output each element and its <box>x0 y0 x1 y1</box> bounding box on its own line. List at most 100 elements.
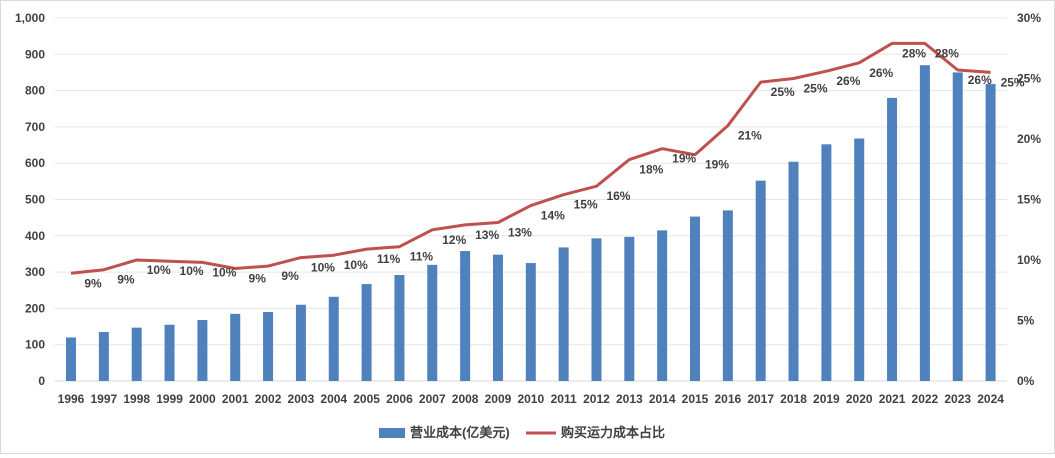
data-label: 26% <box>869 66 893 80</box>
data-label: 14% <box>541 209 565 223</box>
y-left-tick-label: 500 <box>25 193 45 207</box>
data-label: 19% <box>672 152 696 166</box>
x-tick-label: 1998 <box>123 392 150 406</box>
bar-2000 <box>197 320 207 381</box>
data-label: 9% <box>117 273 135 287</box>
x-tick-label: 1997 <box>91 392 118 406</box>
y-right-tick-label: 5% <box>1017 314 1035 328</box>
bar-2010 <box>526 263 536 381</box>
bar-2024 <box>986 84 996 381</box>
data-label: 13% <box>475 228 499 242</box>
x-tick-label: 2020 <box>846 392 873 406</box>
x-tick-label: 2011 <box>551 392 577 406</box>
x-tick-label: 2021 <box>879 392 906 406</box>
bar-1996 <box>66 337 76 381</box>
x-tick-label: 2009 <box>485 392 512 406</box>
x-tick-label: 2007 <box>419 392 446 406</box>
x-tick-label: 2022 <box>912 392 939 406</box>
legend-bar-label: 营业成本(亿美元) <box>410 425 510 440</box>
data-label: 16% <box>606 189 630 203</box>
data-label: 18% <box>639 163 663 177</box>
bar-2004 <box>329 297 339 381</box>
data-label: 21% <box>738 129 762 143</box>
bars <box>66 65 996 381</box>
right-axis-ticks: 0%5%10%15%20%25%30% <box>1017 11 1041 388</box>
x-tick-label: 2023 <box>944 392 971 406</box>
bar-2013 <box>624 237 634 381</box>
y-right-tick-label: 10% <box>1017 253 1041 267</box>
bar-2012 <box>591 238 601 381</box>
x-tick-label: 1996 <box>58 392 85 406</box>
bar-2005 <box>362 284 372 381</box>
y-left-tick-label: 800 <box>25 84 45 98</box>
data-labels: 9%9%10%10%10%9%9%10%10%11%11%12%13%13%14… <box>84 46 1025 290</box>
bar-2006 <box>394 275 404 381</box>
bar-2009 <box>493 255 503 381</box>
x-tick-label: 2019 <box>813 392 840 406</box>
y-right-tick-label: 30% <box>1017 11 1041 25</box>
data-label: 13% <box>508 225 532 239</box>
bar-2015 <box>690 217 700 381</box>
bar-2017 <box>756 181 766 381</box>
data-label: 15% <box>574 198 598 212</box>
bar-2022 <box>920 65 930 381</box>
y-right-tick-label: 20% <box>1017 132 1041 146</box>
x-tick-label: 2001 <box>222 392 249 406</box>
data-label: 25% <box>804 82 828 96</box>
x-tick-label: 2004 <box>320 392 347 406</box>
bar-2011 <box>559 247 569 381</box>
bar-2023 <box>953 72 963 381</box>
bar-2003 <box>296 305 306 381</box>
data-label: 25% <box>1001 75 1025 89</box>
x-tick-label: 2017 <box>747 392 774 406</box>
x-tick-label: 2005 <box>353 392 380 406</box>
legend: 营业成本(亿美元) 购买运力成本占比 <box>379 425 665 440</box>
y-left-tick-label: 600 <box>25 156 45 170</box>
data-label: 26% <box>836 74 860 88</box>
data-label: 11% <box>377 252 401 266</box>
y-left-tick-label: 900 <box>25 47 45 61</box>
bar-2008 <box>460 251 470 381</box>
data-label: 10% <box>344 258 368 272</box>
x-tick-label: 2018 <box>780 392 807 406</box>
x-tick-label: 2016 <box>714 392 741 406</box>
data-label: 9% <box>249 271 267 285</box>
y-right-tick-label: 15% <box>1017 193 1041 207</box>
x-tick-label: 2015 <box>682 392 709 406</box>
bar-1999 <box>165 325 175 381</box>
x-tick-label: 2006 <box>386 392 413 406</box>
bar-2007 <box>427 265 437 381</box>
x-tick-label: 2002 <box>255 392 282 406</box>
bar-2001 <box>230 314 240 381</box>
data-label: 9% <box>84 276 102 290</box>
y-left-tick-label: 400 <box>25 229 45 243</box>
data-label: 10% <box>180 264 204 278</box>
data-label: 10% <box>212 265 236 279</box>
x-tick-label: 2014 <box>649 392 676 406</box>
y-left-tick-label: 700 <box>25 120 45 134</box>
x-tick-label: 2013 <box>616 392 643 406</box>
x-tick-label: 1999 <box>156 392 183 406</box>
y-left-tick-label: 200 <box>25 301 45 315</box>
data-label: 25% <box>771 85 795 99</box>
data-label: 10% <box>311 261 335 275</box>
y-left-tick-label: 100 <box>25 338 45 352</box>
bar-2018 <box>789 162 799 381</box>
legend-bar-swatch <box>379 428 405 438</box>
data-label: 26% <box>968 73 992 87</box>
bar-1998 <box>132 328 142 381</box>
bar-1997 <box>99 332 109 381</box>
data-label: 28% <box>902 46 926 60</box>
data-label: 28% <box>935 46 959 60</box>
x-tick-label: 2008 <box>452 392 479 406</box>
y-left-tick-label: 0 <box>38 374 45 388</box>
y-left-tick-label: 1,000 <box>15 11 45 25</box>
bar-2020 <box>854 139 864 381</box>
data-label: 9% <box>281 269 299 283</box>
x-tick-label: 2024 <box>977 392 1004 406</box>
legend-line-label: 购买运力成本占比 <box>561 425 665 440</box>
data-label: 11% <box>410 250 434 264</box>
